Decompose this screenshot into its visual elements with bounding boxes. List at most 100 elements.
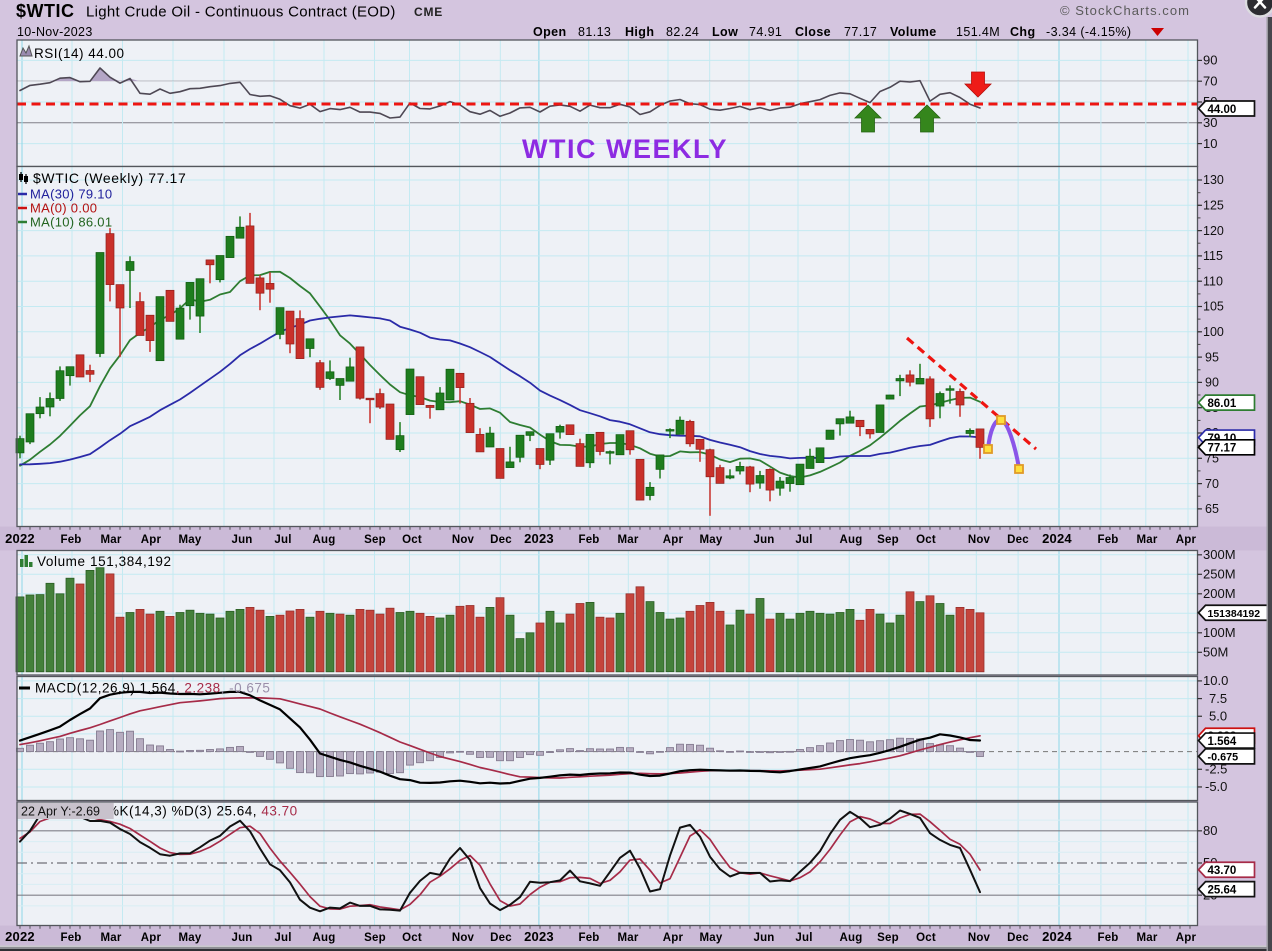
svg-text:RSI(14) 44.00: RSI(14) 44.00 [34,46,125,61]
svg-text:Open: Open [533,25,567,39]
svg-text:Apr: Apr [663,534,684,546]
svg-text:Volume: Volume [890,25,937,39]
svg-text:-0.675: -0.675 [1208,752,1239,764]
svg-text:© StockCharts.com: © StockCharts.com [1060,3,1190,18]
svg-text:Jul: Jul [795,932,812,944]
svg-text:25.64: 25.64 [1208,884,1237,896]
svg-text:Feb: Feb [578,534,599,546]
svg-text:Aug: Aug [313,932,336,944]
svg-text:250M: 250M [1203,567,1236,582]
svg-text:110: 110 [1203,274,1223,288]
svg-text:100M: 100M [1203,625,1236,640]
svg-text:115: 115 [1203,249,1223,263]
svg-text:Jun: Jun [231,932,252,944]
svg-text:High: High [625,25,654,39]
svg-text:10: 10 [1203,136,1217,151]
svg-text:Feb: Feb [60,534,81,546]
svg-text:MA(0) 0.00: MA(0) 0.00 [30,201,97,216]
svg-text:70: 70 [1205,477,1219,491]
svg-text:Nov: Nov [452,932,475,944]
svg-text:65: 65 [1205,502,1219,516]
svg-text:Apr: Apr [141,534,162,546]
svg-text:86.01: 86.01 [1208,398,1237,410]
svg-text:Mar: Mar [1136,534,1157,546]
svg-text:Light Crude Oil - Continuous C: Light Crude Oil - Continuous Contract (E… [86,4,396,21]
svg-text:%K(14,3) %D(3) 25.64, 43.70: %K(14,3) %D(3) 25.64, 43.70 [107,804,298,819]
svg-text:151.4M: 151.4M [956,25,1000,39]
svg-text:Jul: Jul [274,932,291,944]
svg-text:Nov: Nov [452,534,475,546]
svg-text:5.0: 5.0 [1209,708,1227,723]
svg-text:74.91: 74.91 [749,25,782,39]
svg-text:Sep: Sep [364,534,386,546]
svg-text:CME: CME [414,5,443,19]
svg-text:Feb: Feb [1097,932,1118,944]
svg-text:105: 105 [1203,300,1224,314]
svg-text:Apr: Apr [1176,932,1197,944]
svg-text:90: 90 [1205,376,1219,390]
svg-text:Close: Close [795,25,831,39]
svg-text:Mar: Mar [617,534,638,546]
svg-text:2022: 2022 [5,531,35,546]
svg-text:Oct: Oct [916,932,936,944]
svg-text:Jul: Jul [274,534,291,546]
svg-text:Aug: Aug [840,932,863,944]
svg-text:44.00: 44.00 [1208,104,1237,116]
svg-text:Volume 151,384,192: Volume 151,384,192 [37,554,172,569]
svg-text:2024: 2024 [1042,531,1072,546]
svg-text:May: May [700,534,723,546]
svg-text:Dec: Dec [1007,932,1029,944]
svg-text:10.0: 10.0 [1203,673,1228,688]
svg-text:77.17: 77.17 [844,25,877,39]
svg-text:Nov: Nov [968,932,991,944]
svg-text:MA(10) 86.01: MA(10) 86.01 [30,215,112,230]
svg-text:Mar: Mar [100,932,121,944]
svg-text:Jun: Jun [231,534,252,546]
svg-text:Mar: Mar [1136,932,1157,944]
svg-text:30: 30 [1203,115,1217,130]
svg-text:Jun: Jun [753,534,774,546]
svg-text:Jun: Jun [753,932,774,944]
svg-text:50M: 50M [1203,645,1228,660]
svg-text:Feb: Feb [60,932,81,944]
svg-text:151384192: 151384192 [1208,608,1261,620]
svg-text:Oct: Oct [402,932,422,944]
svg-text:Apr: Apr [1176,534,1197,546]
svg-text:Low: Low [712,25,738,39]
svg-text:MACD(12,26,9) 1.564, 2.238, -0: MACD(12,26,9) 1.564, 2.238, -0.675 [35,681,270,696]
svg-text:125: 125 [1203,199,1224,213]
svg-text:Sep: Sep [877,932,899,944]
svg-text:Aug: Aug [840,534,863,546]
svg-text:70: 70 [1203,73,1217,88]
svg-text:7.5: 7.5 [1209,691,1227,706]
svg-text:95: 95 [1205,350,1219,364]
svg-text:-2.5: -2.5 [1205,761,1227,776]
svg-text:Apr: Apr [141,932,162,944]
svg-text:Dec: Dec [490,534,512,546]
svg-text:Chg: Chg [1010,25,1036,39]
svg-text:Aug: Aug [313,534,336,546]
svg-text:Jul: Jul [795,534,812,546]
svg-text:Feb: Feb [578,932,599,944]
svg-text:Dec: Dec [490,932,512,944]
svg-text:43.70: 43.70 [1208,865,1237,877]
svg-text:May: May [179,534,202,546]
svg-text:2024: 2024 [1042,929,1072,944]
svg-text:22 Apr Y:-2.69: 22 Apr Y:-2.69 [21,805,100,819]
svg-text:81.13: 81.13 [578,25,611,39]
svg-text:77.17: 77.17 [1208,443,1237,455]
svg-text:Mar: Mar [100,534,121,546]
svg-text:$WTIC: $WTIC [16,1,75,21]
svg-text:2022: 2022 [5,929,35,944]
svg-text:-5.0: -5.0 [1205,779,1227,794]
svg-text:2023: 2023 [524,929,554,944]
svg-text:10-Nov-2023: 10-Nov-2023 [17,25,93,39]
svg-text:2023: 2023 [524,531,554,546]
svg-text:90: 90 [1203,53,1217,68]
svg-text:Feb: Feb [1097,534,1118,546]
svg-text:-3.34 (-4.15%): -3.34 (-4.15%) [1046,25,1132,39]
svg-text:MA(30) 79.10: MA(30) 79.10 [30,187,112,202]
svg-text:WTIC WEEKLY: WTIC WEEKLY [522,134,728,164]
svg-text:Sep: Sep [364,932,386,944]
svg-text:82.24: 82.24 [666,25,699,39]
